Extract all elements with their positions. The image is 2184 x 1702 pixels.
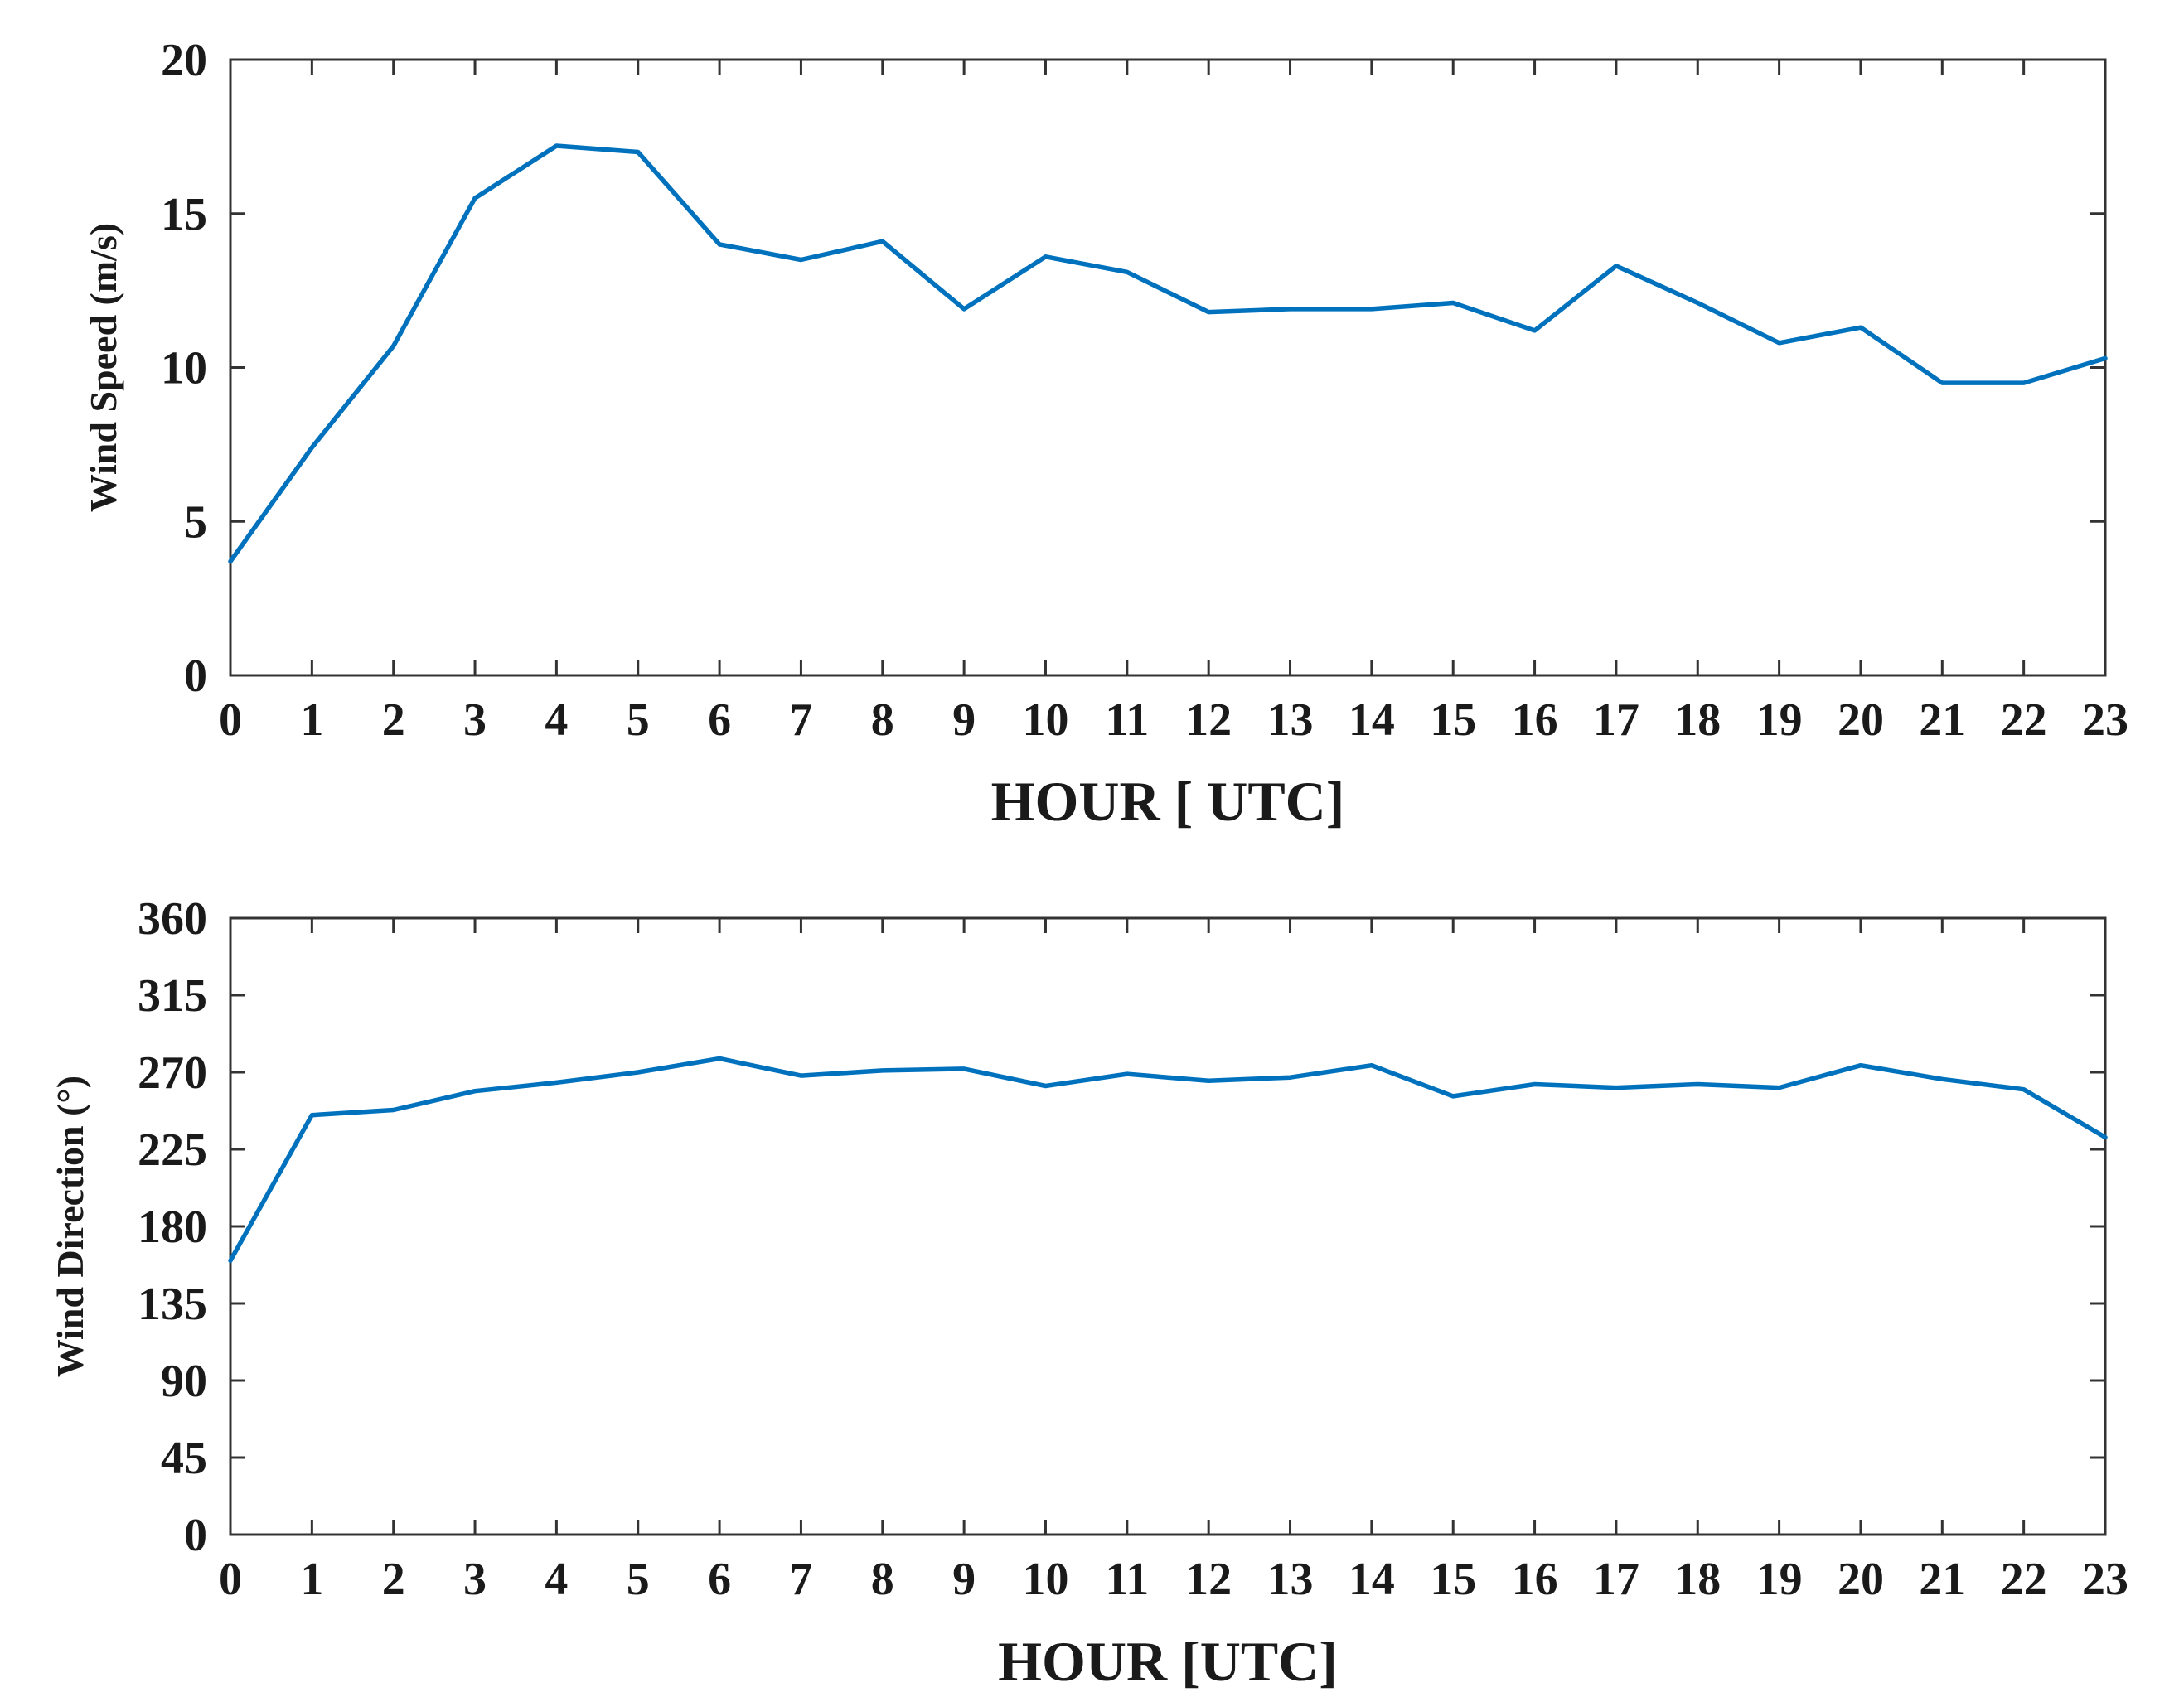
y-tick-label: 270: [138, 1047, 207, 1099]
x-tick-label: 19: [1756, 694, 1803, 746]
wind-speed-panel: 0 1 2 3 4 5 6 7 8 9 10 11 12 13 14 15 16 17 18 19 20 21 22 23 0…: [82, 35, 2128, 833]
x-tick-label: 16: [1512, 694, 1558, 746]
x-tick-label: 5: [627, 1554, 650, 1605]
x-tick-label: 4: [545, 694, 568, 746]
y-tick-label: 180: [138, 1202, 207, 1253]
x-tick-label: 20: [1838, 1554, 1884, 1605]
x-tick-label: 21: [1919, 1554, 1965, 1605]
x-tick-label: 9: [952, 1554, 976, 1605]
x-tick-label: 6: [708, 694, 731, 746]
x-tick-label: 2: [382, 1554, 405, 1605]
wind-speed-line: [228, 143, 2108, 564]
wind-direction-x-axis-title: HOUR [UTC]: [998, 1630, 1338, 1693]
x-tick-label: 22: [2001, 1554, 2047, 1605]
y-tick-label: 225: [138, 1124, 207, 1176]
y-tick-label: 0: [184, 650, 207, 702]
x-tick-label: 23: [2082, 694, 2128, 746]
y-tick-label: 90: [161, 1356, 207, 1407]
x-tick-label: 1: [300, 1554, 323, 1605]
x-tick-label: 7: [789, 694, 812, 746]
x-tick-label: 3: [463, 1554, 487, 1605]
wind-speed-y-tick-labels: 0 5 10 15 20: [161, 35, 207, 702]
wind-speed-axes: [229, 58, 2107, 677]
x-tick-label: 9: [952, 694, 976, 746]
wind-direction-y-tick-labels: 0 45 90 135 180 225 270 315 360: [138, 893, 207, 1561]
x-tick-label: 3: [463, 694, 487, 746]
wind-direction-line: [228, 1056, 2108, 1264]
x-tick-label: 15: [1430, 694, 1476, 746]
wind-speed-y-axis-title: Wind Speed (m/s): [82, 223, 124, 512]
y-tick-label: 10: [161, 343, 207, 394]
x-tick-label: 10: [1022, 1554, 1068, 1605]
x-tick-label: 11: [1105, 694, 1149, 746]
wind-speed-ticks: [229, 58, 2107, 677]
x-tick-label: 4: [545, 1554, 568, 1605]
y-tick-label: 45: [161, 1433, 207, 1484]
wind-speed-x-axis-title: HOUR [ UTC]: [991, 770, 1345, 833]
wind-speed-x-tick-labels: 0 1 2 3 4 5 6 7 8 9 10 11 12 13 14 15 16 17 18 19 20 21 22 23: [219, 694, 2128, 746]
wind-direction-x-tick-labels: 0 1 2 3 4 5 6 7 8 9 10 11 12 13 14 15 16 17 18 19 20 21 22 23: [219, 1554, 2128, 1605]
wind-direction-panel: 0 1 2 3 4 5 6 7 8 9 10 11 12 13 14 15 16 17 18 19 20 21 22 23 0…: [49, 893, 2128, 1693]
x-tick-label: 22: [2001, 694, 2047, 746]
x-tick-label: 6: [708, 1554, 731, 1605]
x-tick-label: 7: [789, 1554, 812, 1605]
x-tick-label: 8: [871, 694, 894, 746]
x-tick-label: 15: [1430, 1554, 1476, 1605]
x-tick-label: 12: [1185, 1554, 1232, 1605]
y-tick-label: 0: [184, 1510, 207, 1561]
x-tick-label: 0: [219, 694, 242, 746]
x-tick-label: 5: [627, 694, 650, 746]
x-tick-label: 0: [219, 1554, 242, 1605]
x-tick-label: 12: [1185, 694, 1232, 746]
x-tick-label: 14: [1349, 694, 1395, 746]
y-tick-label: 15: [161, 189, 207, 240]
x-tick-label: 11: [1105, 1554, 1149, 1605]
wind-direction-axes: [229, 916, 2107, 1536]
x-tick-label: 2: [382, 694, 405, 746]
x-tick-label: 17: [1593, 694, 1639, 746]
y-tick-label: 360: [138, 893, 207, 945]
wind-direction-y-axis-title: Wind Direction (°): [49, 1076, 91, 1377]
y-tick-label: 20: [161, 35, 207, 86]
x-tick-label: 16: [1512, 1554, 1558, 1605]
y-tick-label: 135: [138, 1279, 207, 1330]
x-tick-label: 23: [2082, 1554, 2128, 1605]
x-tick-label: 18: [1674, 1554, 1721, 1605]
x-tick-label: 1: [300, 694, 323, 746]
y-tick-label: 315: [138, 970, 207, 1022]
x-tick-label: 17: [1593, 1554, 1639, 1605]
y-tick-label: 5: [184, 496, 207, 548]
x-tick-label: 18: [1674, 694, 1721, 746]
x-tick-label: 20: [1838, 694, 1884, 746]
wind-direction-ticks: [229, 916, 2107, 1536]
x-tick-label: 21: [1919, 694, 1965, 746]
x-tick-label: 19: [1756, 1554, 1803, 1605]
x-tick-label: 13: [1267, 1554, 1314, 1605]
x-tick-label: 13: [1267, 694, 1314, 746]
x-tick-label: 8: [871, 1554, 894, 1605]
x-tick-label: 10: [1022, 694, 1068, 746]
x-tick-label: 14: [1349, 1554, 1395, 1605]
